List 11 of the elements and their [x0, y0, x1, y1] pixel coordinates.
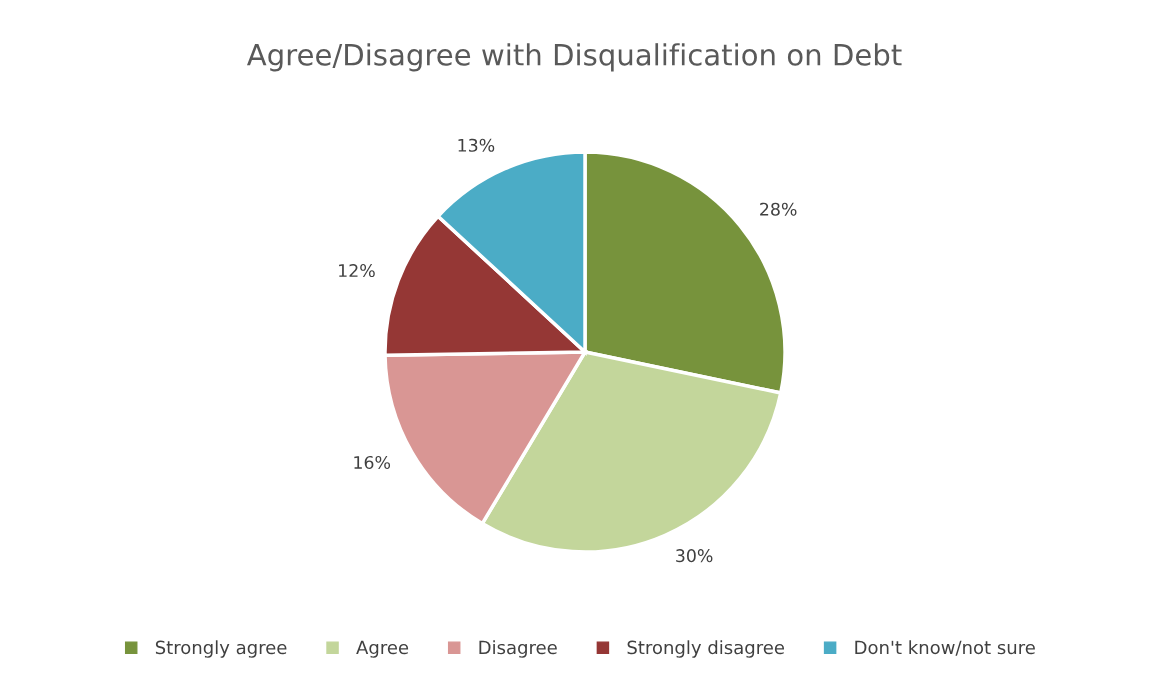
data-label: 30%: [676, 549, 713, 563]
data-label: 28%: [760, 202, 797, 216]
legend-label: Strongly agree: [155, 640, 287, 658]
legend-label: Strongly disagree: [627, 640, 785, 658]
data-label: 12%: [339, 263, 375, 278]
legend-label: Disagree: [479, 640, 557, 658]
data-label: 16%: [354, 455, 391, 470]
chart-title: Agree/Disagree with Disqualification on Debt: [246, 43, 902, 72]
data-label: 13%: [458, 138, 495, 152]
legend-label: Don't know/not sure: [855, 640, 1035, 656]
legend-label: Agree: [356, 640, 409, 658]
